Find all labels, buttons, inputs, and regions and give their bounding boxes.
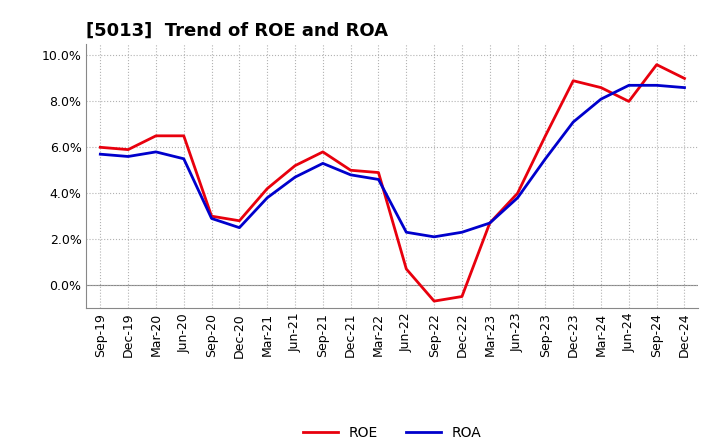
ROE — [346, 168, 355, 173]
ROE — [513, 191, 522, 196]
ROA — [235, 225, 243, 230]
Legend: ROE, ROA: ROE, ROA — [303, 426, 482, 440]
ROE — [96, 145, 104, 150]
Line: ROE: ROE — [100, 65, 685, 301]
ROA — [458, 230, 467, 235]
ROE — [263, 186, 271, 191]
ROA — [402, 230, 410, 235]
ROE — [152, 133, 161, 139]
ROE — [124, 147, 132, 152]
ROA — [485, 220, 494, 226]
ROE — [207, 213, 216, 219]
ROA — [207, 216, 216, 221]
Line: ROA: ROA — [100, 85, 685, 237]
ROA — [652, 83, 661, 88]
ROE — [569, 78, 577, 83]
ROA — [624, 83, 633, 88]
ROE — [291, 163, 300, 169]
Text: [5013]  Trend of ROE and ROA: [5013] Trend of ROE and ROA — [86, 22, 388, 40]
ROA — [541, 156, 550, 161]
ROE — [374, 170, 383, 175]
ROE — [458, 294, 467, 299]
ROA — [263, 195, 271, 201]
ROA — [179, 156, 188, 161]
ROA — [124, 154, 132, 159]
ROA — [597, 96, 606, 102]
ROA — [374, 177, 383, 182]
ROE — [541, 133, 550, 139]
ROE — [179, 133, 188, 139]
ROA — [680, 85, 689, 90]
ROA — [96, 151, 104, 157]
ROA — [569, 119, 577, 125]
ROA — [291, 175, 300, 180]
ROA — [318, 161, 327, 166]
ROA — [346, 172, 355, 177]
ROE — [318, 149, 327, 154]
ROE — [652, 62, 661, 67]
ROA — [430, 234, 438, 239]
ROE — [624, 99, 633, 104]
ROE — [597, 85, 606, 90]
ROE — [402, 266, 410, 271]
ROA — [152, 149, 161, 154]
ROE — [430, 298, 438, 304]
ROE — [235, 218, 243, 224]
ROA — [513, 195, 522, 201]
ROE — [485, 220, 494, 226]
ROE — [680, 76, 689, 81]
